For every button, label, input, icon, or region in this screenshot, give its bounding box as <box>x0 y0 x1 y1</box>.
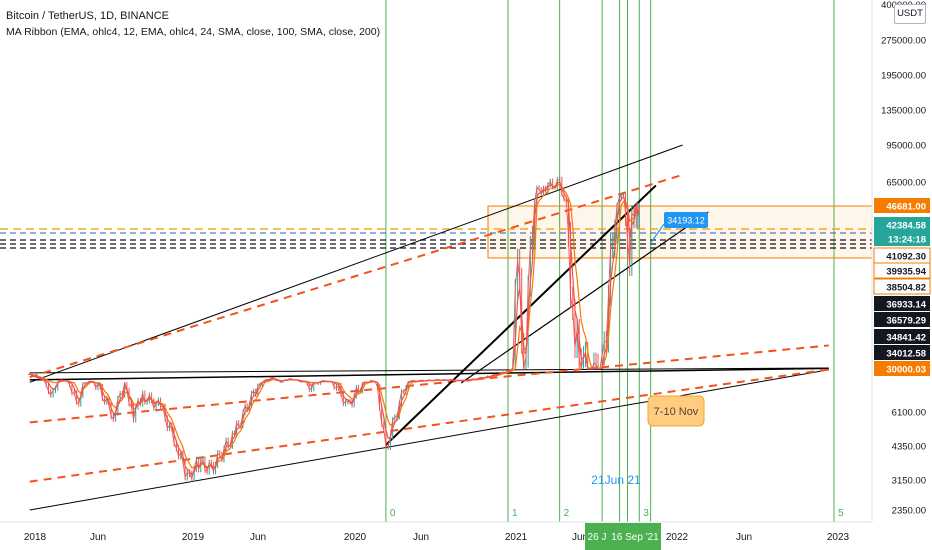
trend-channel-line <box>29 367 829 374</box>
price-flag-label: 36579.29 <box>886 316 926 327</box>
trend-channels <box>29 144 829 511</box>
cycle-markers: 0 1 2 3 5 <box>385 0 844 522</box>
price-tick: 275000.00 <box>881 36 926 47</box>
time-highlight-bg <box>585 523 609 550</box>
time-tick: Jun <box>90 532 106 543</box>
price-flag-label: 39935.94 <box>886 267 926 278</box>
price-tick: 3150.00 <box>892 476 926 487</box>
time-tick: Jun <box>413 532 429 543</box>
price-flag-label: 41092.30 <box>886 252 926 263</box>
time-tick: 2023 <box>827 532 850 543</box>
date-box <box>647 395 705 427</box>
time-tick: Jun <box>736 532 752 543</box>
trend-channel-line <box>29 173 683 379</box>
price-flag-bg <box>873 278 931 295</box>
time-tick: 2022 <box>666 532 689 543</box>
price-tick: 6100.00 <box>892 408 926 419</box>
time-tick: Jun <box>572 532 588 543</box>
price-flag-bg <box>874 312 930 327</box>
price-flag-bg <box>874 296 930 311</box>
chart-title: Bitcoin / TetherUS, 1D, BINANCE <box>6 10 170 22</box>
annotations: 34193.12 7-10 Nov 21Jun 21 <box>591 212 708 487</box>
cycle-marker-label: 1 <box>512 508 518 519</box>
trend-channel-line <box>29 368 829 483</box>
ma-ribbon-slow <box>28 183 640 469</box>
price-flag-label: 36933.14 <box>886 300 926 311</box>
date-note: 21Jun 21 <box>591 473 641 487</box>
price-flag-bg <box>873 262 931 279</box>
trend-channel-line <box>460 211 709 384</box>
time-axis-bg <box>0 522 932 550</box>
price-tick: 65000.00 <box>886 178 926 189</box>
trend-channel-line <box>29 344 829 424</box>
price-callout-box <box>664 212 708 228</box>
price-tick: 4350.00 <box>892 442 926 453</box>
cycle-marker-label: 3 <box>643 508 649 519</box>
price-callout-text: 34193.12 <box>667 216 705 226</box>
price-tick: 2350.00 <box>892 506 926 517</box>
time-tick: 2018 <box>24 532 47 543</box>
time-tick: Jun <box>250 532 266 543</box>
price-line <box>28 179 640 480</box>
trend-channel-line <box>29 369 829 511</box>
time-highlight-label: 26 J <box>588 532 607 543</box>
price-flag-label: 13:24:18 <box>888 235 926 246</box>
time-tick: 2021 <box>505 532 528 543</box>
price-flag-label: 42384.58 <box>886 221 926 232</box>
price-flag-bg <box>874 329 930 344</box>
price-flag-bg <box>874 217 930 232</box>
date-box-label: 7-10 Nov <box>654 406 699 418</box>
price-series <box>28 176 640 482</box>
price-flag-bg <box>874 361 930 376</box>
price-tick: 195000.00 <box>881 71 926 82</box>
price-tick: 135000.00 <box>881 106 926 117</box>
cycle-marker-label: 5 <box>838 508 844 519</box>
ma-ribbon-fast <box>28 180 640 477</box>
price-flag-bg <box>874 231 930 246</box>
time-highlight-label: 16 Sep '21 <box>611 532 659 543</box>
price-flag-label: 34841.42 <box>886 333 926 344</box>
price-axis: 400000.00275000.00195000.00135000.009500… <box>871 0 932 550</box>
price-flag-label: 30000.03 <box>886 365 926 376</box>
trend-channel-line <box>29 367 829 381</box>
price-flag-label: 38504.82 <box>886 283 926 294</box>
time-highlight-bg <box>609 523 661 550</box>
price-flag-label: 34012.58 <box>886 349 926 360</box>
price-tick: 95000.00 <box>886 141 926 152</box>
price-flag-bg <box>874 198 930 213</box>
time-tick: 2020 <box>344 532 367 543</box>
cycle-marker-label: 2 <box>564 508 570 519</box>
cycle-marker-label: 0 <box>390 508 396 519</box>
price-flag-bg <box>874 345 930 360</box>
currency-unit-badge[interactable]: USDT <box>894 4 926 24</box>
price-callout-pointer <box>649 223 665 245</box>
time-axis: 2018 Jun 2019 Jun 2020 Jun 2021 Jun 2022 Jun 2023 2… <box>0 521 932 550</box>
time-tick: 2019 <box>182 532 205 543</box>
indicator-legend[interactable]: MA Ribbon (EMA, ohlc4, 12, EMA, ohlc4, 2… <box>6 26 381 38</box>
price-flag-label: 46681.00 <box>886 202 926 213</box>
